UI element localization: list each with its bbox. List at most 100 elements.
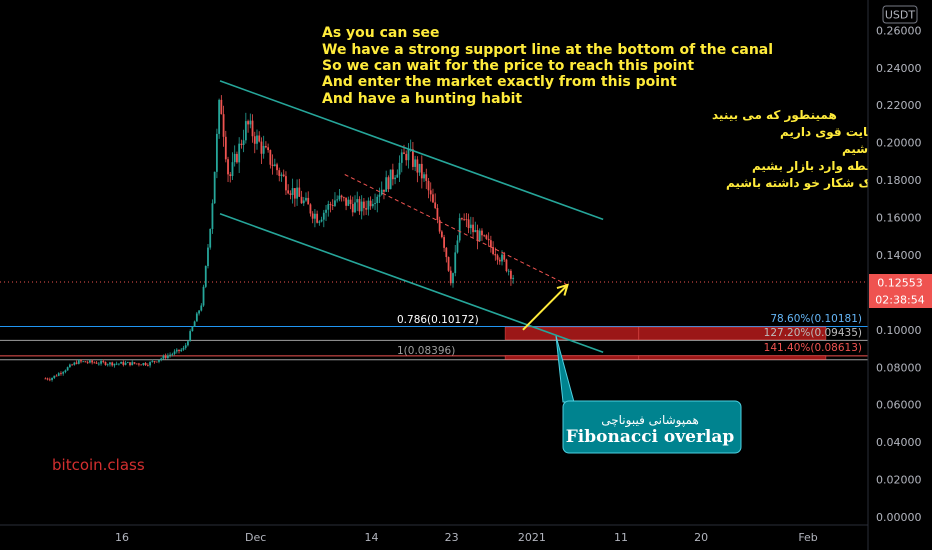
channel-bottom-line[interactable] — [219, 213, 604, 354]
candle — [153, 361, 156, 364]
candle — [102, 359, 105, 364]
candle — [472, 217, 474, 239]
currency-badge[interactable] — [882, 5, 918, 24]
candle — [207, 243, 209, 269]
candle — [162, 354, 165, 360]
candle — [144, 361, 147, 366]
watermark-text: bitcoin.class — [52, 456, 145, 474]
candle — [249, 113, 252, 129]
channel-top-line[interactable] — [219, 80, 604, 221]
english-line-3: So we can wait for the price to reach th… — [322, 58, 694, 74]
candle — [80, 359, 82, 364]
candle — [46, 377, 49, 381]
candle — [151, 359, 154, 363]
candle — [387, 175, 390, 193]
candle — [474, 221, 477, 233]
candle — [73, 361, 76, 366]
candle — [124, 360, 127, 366]
candle — [209, 228, 212, 250]
time-axis[interactable]: 16 Dec 14 23 2021 11 20 Feb — [0, 524, 868, 544]
candle — [347, 196, 350, 207]
callout-english: Fibonacci overlap — [566, 427, 735, 447]
candle — [489, 235, 492, 253]
candle — [171, 352, 174, 357]
fib-label-1: 1(0.08396) — [397, 345, 455, 357]
candle — [291, 178, 294, 204]
fib-zone — [638, 355, 827, 360]
candle — [305, 192, 307, 202]
candle — [318, 220, 321, 226]
candle — [117, 363, 120, 366]
candle — [131, 360, 134, 366]
candle — [135, 363, 138, 365]
candle — [238, 137, 241, 174]
candle — [276, 162, 278, 176]
time-tick: 23 — [445, 531, 459, 544]
candle — [202, 284, 205, 307]
candle — [60, 371, 62, 376]
candle — [211, 199, 214, 234]
candle — [267, 143, 270, 153]
candle — [298, 178, 301, 197]
candle — [487, 232, 490, 247]
candle — [385, 170, 388, 192]
candle — [461, 217, 463, 221]
price-tick: 0.14000 — [876, 249, 922, 262]
candle — [316, 210, 319, 224]
candle — [100, 358, 102, 366]
ext-label-1414: 141.40%(0.08613) — [764, 342, 862, 354]
countdown-value: 02:38:54 — [875, 294, 924, 307]
candle — [360, 195, 363, 220]
fibonacci-callout[interactable]: همپوشانی فیبوناچی Fibonacci overlap — [555, 335, 742, 454]
candle — [218, 98, 221, 139]
candle — [195, 311, 198, 322]
candle — [434, 193, 437, 210]
callout-persian: همپوشانی فیبوناچی — [601, 413, 699, 428]
english-line-5: And have a hunting habit — [322, 91, 522, 107]
forecast-arrow[interactable] — [522, 283, 569, 331]
candle — [463, 213, 466, 221]
callout-pointer — [555, 335, 575, 403]
arrow-shaft — [522, 284, 569, 331]
price-tick: 0.02000 — [876, 474, 922, 487]
candle — [278, 167, 281, 182]
fib-label-786: 0.786(0.10172) — [397, 314, 479, 326]
candle — [86, 360, 89, 365]
candle — [264, 141, 267, 149]
candle — [262, 135, 265, 159]
candle — [447, 256, 450, 272]
candle — [331, 199, 334, 211]
candle — [75, 360, 78, 365]
candle — [436, 204, 439, 224]
candle — [77, 359, 80, 365]
candle — [507, 268, 510, 276]
candle — [273, 158, 276, 167]
candle — [454, 244, 457, 277]
candle — [138, 362, 140, 367]
candle — [452, 272, 454, 288]
candle — [336, 195, 339, 203]
english-line-2: We have a strong support line at the bot… — [322, 42, 773, 58]
candle — [356, 191, 359, 212]
candles — [44, 95, 515, 382]
candle — [358, 196, 361, 215]
candle — [285, 171, 287, 195]
candle — [311, 211, 314, 224]
candle — [476, 224, 479, 250]
candle — [376, 194, 379, 213]
candle — [307, 191, 310, 205]
candle — [449, 266, 452, 286]
candle — [182, 345, 185, 351]
candle — [378, 187, 381, 204]
candle — [140, 364, 143, 366]
candle — [104, 361, 107, 366]
candle — [407, 143, 410, 169]
price-tick: 0.04000 — [876, 436, 922, 449]
candle — [173, 349, 176, 356]
price-channel[interactable] — [219, 80, 604, 354]
candle — [106, 363, 109, 367]
time-tick: 20 — [694, 531, 708, 544]
price-axis[interactable]: USDT 0.26000 0.24000 0.22000 0.20000 0.18000… — [867, 0, 932, 550]
candle — [334, 192, 336, 207]
